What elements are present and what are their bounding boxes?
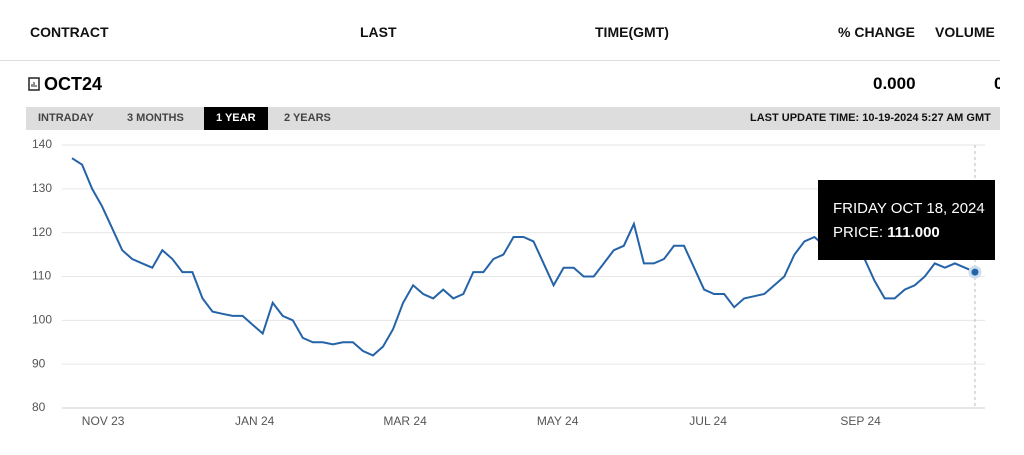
chart: 80 90 100 110 120 130 140 NOV 23 JAN 24 MAR 24 MAY… — [32, 137, 985, 428]
x-tick-label: MAR 24 — [383, 414, 427, 428]
col-header: LAST — [360, 24, 397, 40]
tab[interactable]: 1 YEAR — [204, 107, 268, 130]
x-tick-label: JAN 24 — [235, 414, 275, 428]
tab[interactable]: 3 MONTHS — [127, 112, 184, 124]
y-tick-label: 100 — [32, 313, 52, 327]
change-value: 0.000 — [873, 74, 916, 93]
col-header: % CHANGE — [838, 24, 916, 40]
tab[interactable]: 2 YEARS — [284, 112, 331, 124]
x-tick-label: NOV 23 — [82, 414, 125, 428]
y-tick-label: 90 — [32, 356, 46, 370]
tooltip-price: PRICE: 111.000 — [833, 224, 940, 241]
x-tick-label: JUL 24 — [689, 414, 727, 428]
tooltip-label: PRICE: — [833, 224, 884, 241]
contract-name[interactable]: OCT24 — [44, 74, 103, 94]
tooltip-date: FRIDAY OCT 18, 2024 — [833, 200, 985, 217]
viewport: CONTRACT LAST TIME(GMT) % CHANGE VOLUME … — [0, 24, 1000, 428]
last-update: LAST UPDATE TIME: 10-19-2024 5:27 AM GMT — [750, 112, 991, 124]
col-header: CONTRACT — [30, 24, 109, 40]
y-tick-label: 120 — [32, 225, 52, 239]
divider — [0, 60, 1000, 61]
y-tick-label: 130 — [32, 181, 52, 195]
y-tick-label: 140 — [32, 137, 52, 151]
volume-value: 0 — [994, 74, 1000, 93]
y-tick-label: 110 — [32, 269, 51, 283]
hover-point — [968, 265, 982, 279]
x-tick-label: MAY 24 — [537, 414, 579, 428]
tooltip-value: 111.000 — [887, 224, 940, 241]
tab-bar — [26, 107, 1000, 130]
doc-icon — [28, 77, 40, 91]
y-tick-label: 80 — [32, 400, 46, 414]
col-header: TIME(GMT) — [595, 24, 669, 40]
col-header: VOLUME — [935, 24, 995, 40]
x-tick-label: SEP 24 — [840, 414, 881, 428]
tooltip: FRIDAY OCT 18, 2024 PRICE: 111.000 — [818, 180, 995, 260]
tab[interactable]: INTRADAY — [38, 112, 94, 124]
